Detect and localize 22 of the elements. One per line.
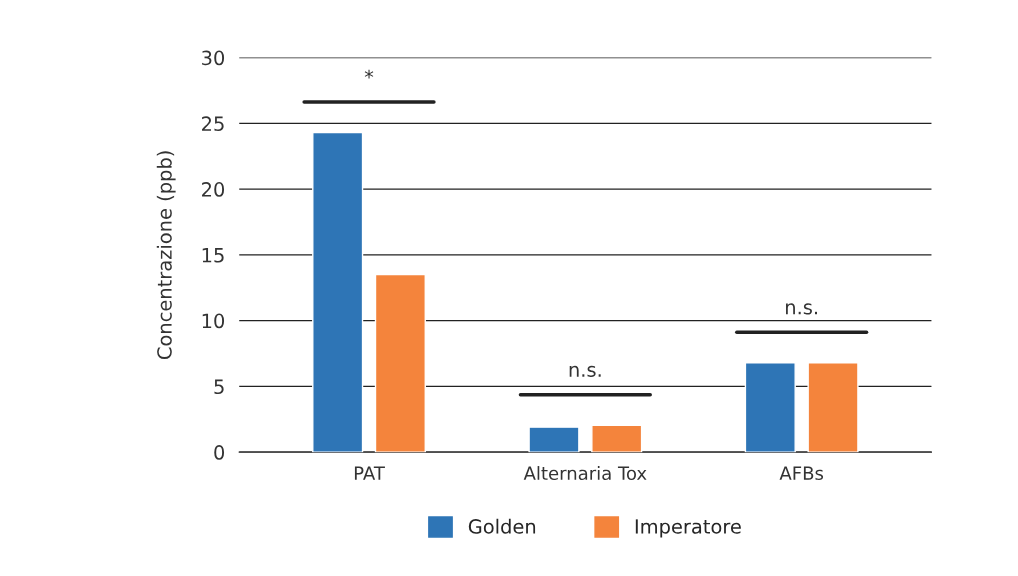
x-tick-label: Alternaria Tox	[523, 466, 647, 481]
y-tick-label: 15	[202, 248, 224, 263]
legend-label: Imperatore	[635, 519, 741, 538]
y-tick-label: 30	[202, 50, 225, 66]
y-tick-label: 25	[202, 116, 224, 132]
annotation: *	[364, 69, 374, 79]
y-axis-title: Concentrazione (ppb)	[156, 151, 176, 360]
legend-label: Golden	[468, 518, 536, 534]
bar	[744, 362, 796, 453]
y-tick-label: 10	[202, 313, 225, 329]
annotation: n.s.	[569, 365, 601, 377]
bar	[807, 362, 859, 453]
y-tick-label: 20	[202, 182, 225, 197]
annotation: n.s.	[786, 303, 817, 315]
y-tick-label: 0	[214, 445, 225, 460]
bar	[312, 131, 364, 453]
x-tick-label: AFBs	[779, 466, 824, 481]
bar	[374, 273, 426, 453]
x-tick-label: PAT	[354, 466, 385, 480]
y-tick-label: 5	[214, 379, 224, 395]
bar	[528, 426, 580, 453]
bar	[591, 424, 643, 453]
